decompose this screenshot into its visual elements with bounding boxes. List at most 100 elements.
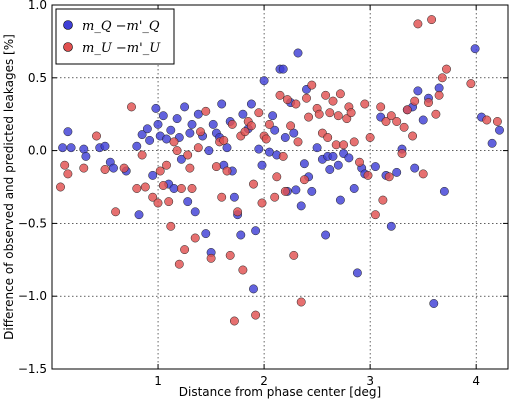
point-mu bbox=[183, 150, 193, 160]
point-mq bbox=[183, 197, 193, 207]
point-mq bbox=[81, 151, 91, 161]
point-mq bbox=[410, 163, 420, 173]
point-mu bbox=[280, 186, 290, 196]
point-mu bbox=[79, 163, 89, 173]
point-mq bbox=[270, 125, 280, 135]
point-mu bbox=[60, 160, 70, 170]
point-mq bbox=[236, 230, 246, 240]
point-mu bbox=[56, 182, 65, 192]
point-mu bbox=[381, 117, 391, 126]
point-mq bbox=[66, 143, 76, 153]
point-mu bbox=[399, 122, 409, 132]
point-mu bbox=[246, 121, 256, 131]
point-mu bbox=[386, 111, 396, 121]
point-mu bbox=[424, 98, 433, 108]
point-mu bbox=[328, 96, 338, 106]
point-mu bbox=[172, 146, 182, 156]
point-mq bbox=[278, 64, 288, 74]
point-mu bbox=[410, 96, 420, 106]
point-mq bbox=[222, 143, 232, 153]
point-mu bbox=[261, 134, 271, 144]
y-tick-label: 0.5 bbox=[28, 71, 47, 85]
point-mu bbox=[272, 172, 282, 182]
point-mq bbox=[259, 76, 269, 86]
point-mu bbox=[190, 233, 200, 243]
point-mq bbox=[251, 226, 261, 236]
point-mu bbox=[148, 192, 158, 202]
x-tick-label: 4 bbox=[472, 374, 480, 388]
point-mq bbox=[264, 147, 274, 157]
point-mu bbox=[427, 15, 437, 25]
point-mu bbox=[331, 140, 341, 150]
point-mu bbox=[397, 149, 407, 158]
point-mu bbox=[187, 184, 197, 193]
point-mu bbox=[333, 111, 343, 121]
point-mu bbox=[378, 195, 388, 205]
legend-label-mq: m_Q −m'_Q bbox=[82, 19, 160, 34]
point-mu bbox=[233, 207, 243, 217]
plot-frame bbox=[51, 4, 509, 370]
point-mu bbox=[140, 182, 150, 192]
point-mu bbox=[132, 184, 142, 193]
point-mu bbox=[299, 175, 309, 185]
point-mq bbox=[145, 135, 155, 145]
point-mq bbox=[176, 154, 186, 164]
point-mu bbox=[193, 143, 203, 153]
point-mq bbox=[429, 299, 439, 308]
point-mq bbox=[162, 134, 171, 144]
point-mu bbox=[289, 250, 299, 260]
point-mq bbox=[153, 119, 163, 129]
point-mq bbox=[142, 124, 152, 134]
point-mu bbox=[201, 106, 211, 116]
x-tick-label: 2 bbox=[260, 374, 268, 388]
point-mu bbox=[153, 198, 163, 208]
y-tick-label: −1.5 bbox=[18, 362, 47, 376]
point-mq bbox=[280, 133, 290, 142]
point-mq bbox=[217, 99, 227, 109]
point-mu bbox=[174, 259, 184, 269]
point-mu bbox=[304, 112, 314, 122]
point-mu bbox=[286, 121, 296, 131]
y-tick-label: −0.5 bbox=[18, 216, 47, 230]
point-mu bbox=[127, 102, 136, 112]
point-mu bbox=[264, 119, 274, 129]
point-mu bbox=[100, 165, 110, 174]
point-mq bbox=[246, 99, 256, 109]
point-mq bbox=[201, 229, 211, 239]
point-mu bbox=[240, 127, 250, 137]
point-mu bbox=[270, 192, 280, 202]
point-mu bbox=[492, 117, 502, 126]
axis-ticks: 1 2 3 4 −1.5 −1.0 −0.5 0.0 0.5 1.0 bbox=[18, 0, 508, 388]
point-mu bbox=[238, 265, 248, 275]
point-mu bbox=[206, 253, 216, 263]
point-mq bbox=[132, 141, 142, 151]
point-mu bbox=[360, 99, 370, 109]
point-mu bbox=[349, 137, 359, 147]
point-mu bbox=[335, 89, 345, 99]
point-mu bbox=[392, 117, 402, 126]
point-mu bbox=[434, 90, 444, 100]
point-mu bbox=[323, 133, 333, 142]
point-mu bbox=[346, 108, 356, 118]
point-mq bbox=[151, 103, 161, 113]
point-mq bbox=[439, 186, 449, 196]
y-tick-label: 1.0 bbox=[28, 0, 47, 12]
point-mu bbox=[176, 184, 186, 193]
legend-marker-mq bbox=[63, 20, 73, 30]
point-mq bbox=[187, 119, 197, 129]
point-mu bbox=[355, 157, 364, 167]
point-mu bbox=[466, 79, 476, 89]
point-mq bbox=[296, 201, 306, 211]
point-mu bbox=[119, 163, 129, 173]
point-mq bbox=[134, 210, 144, 220]
point-mu bbox=[229, 316, 239, 326]
point-mu bbox=[431, 109, 441, 119]
point-mu bbox=[296, 297, 306, 307]
point-mq bbox=[418, 115, 428, 125]
point-mq bbox=[204, 146, 214, 156]
point-mu bbox=[293, 137, 303, 147]
point-mu bbox=[211, 162, 221, 172]
point-mu bbox=[196, 127, 205, 137]
point-mu bbox=[169, 137, 179, 147]
point-mq bbox=[321, 230, 331, 240]
